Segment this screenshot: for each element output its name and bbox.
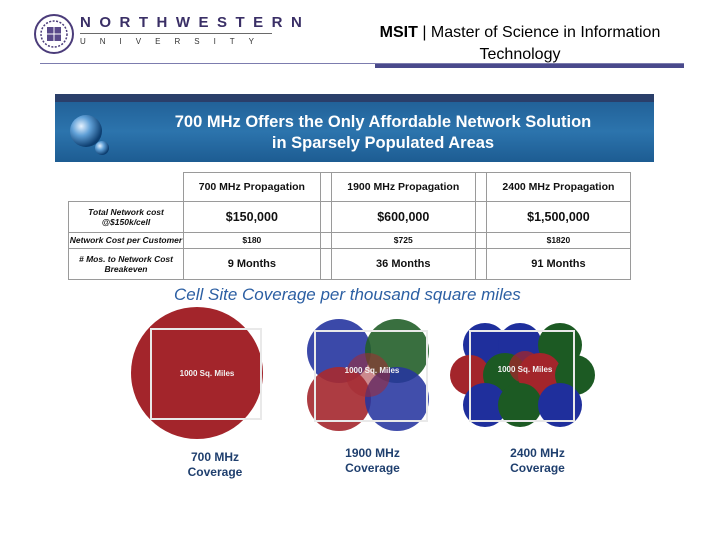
gap bbox=[474, 231, 487, 250]
coverage-diagrams: 1000 Sq. Miles 1000 Sq. Miles 1000 Sq. M… bbox=[131, 307, 595, 439]
table-cell: $180 bbox=[183, 231, 321, 250]
square-label: 1000 Sq. Miles bbox=[345, 366, 400, 375]
cost-comparison-table: 700 MHz Propagation 1900 MHz Propagation… bbox=[68, 172, 632, 280]
row-label: Total Network cost @$150k/cell bbox=[68, 201, 184, 233]
coverage-700-diagram: 1000 Sq. Miles bbox=[131, 307, 263, 439]
program-acronym: MSIT bbox=[379, 24, 418, 41]
cell-circle bbox=[498, 383, 542, 427]
coverage-word: Coverage bbox=[510, 461, 565, 475]
table-cell: 9 Months bbox=[183, 248, 321, 280]
gap bbox=[474, 172, 487, 202]
cell-circle bbox=[538, 383, 582, 427]
table-cell: $600,000 bbox=[330, 201, 476, 233]
banner-title: 700 MHz Offers the Only Affordable Netwo… bbox=[118, 112, 648, 154]
gap bbox=[474, 248, 487, 280]
cell-circle bbox=[131, 307, 263, 439]
table-cell: 36 Months bbox=[330, 248, 476, 280]
gap bbox=[319, 172, 332, 202]
university-seal-icon bbox=[34, 14, 74, 54]
table-corner bbox=[69, 173, 184, 202]
table-cell: $1820 bbox=[485, 231, 632, 250]
freq-label: 2400 MHz bbox=[510, 446, 565, 460]
logo-rule bbox=[80, 33, 272, 34]
gap bbox=[319, 231, 332, 250]
cell-circle bbox=[346, 353, 390, 397]
globe-icon bbox=[70, 115, 109, 155]
row-label: Network Cost per Customer bbox=[68, 231, 184, 250]
header-2400: 2400 MHz Propagation bbox=[485, 172, 632, 202]
header-divider bbox=[40, 63, 684, 64]
cell-circle bbox=[509, 351, 541, 383]
gap bbox=[319, 248, 332, 280]
coverage-700-label: 700 MHz Coverage bbox=[165, 450, 265, 480]
program-title: MSIT | Master of Science in Information … bbox=[355, 22, 685, 66]
coverage-word: Coverage bbox=[345, 461, 400, 475]
freq-label: 1900 MHz bbox=[345, 446, 400, 460]
coverage-1900-label: 1900 MHz Coverage bbox=[320, 446, 425, 476]
coverage-title: Cell Site Coverage per thousand square m… bbox=[174, 285, 521, 304]
title-banner bbox=[55, 94, 654, 162]
gap bbox=[319, 201, 332, 233]
row-label: # Mos. to Network Cost Breakeven bbox=[68, 248, 184, 280]
program-full-name: | Master of Science in Information Techn… bbox=[422, 24, 661, 63]
table-row: Total Network cost @$150k/cell $150,000 … bbox=[68, 201, 632, 233]
coverage-1900-diagram: 1000 Sq. Miles bbox=[307, 319, 429, 431]
table-header-row: 700 MHz Propagation 1900 MHz Propagation… bbox=[69, 172, 632, 202]
table-row: # Mos. to Network Cost Breakeven 9 Month… bbox=[68, 248, 632, 280]
table-cell: $1,500,000 bbox=[485, 201, 632, 233]
square-label: 1000 Sq. Miles bbox=[498, 365, 553, 374]
square-outline bbox=[314, 330, 428, 422]
cell-circle bbox=[463, 383, 507, 427]
university-word: UNIVERSITY bbox=[80, 37, 269, 46]
gap bbox=[474, 201, 487, 233]
coverage-2400-diagram: 1000 Sq. Miles bbox=[450, 323, 595, 427]
square-label: 1000 Sq. Miles bbox=[180, 369, 235, 378]
freq-label: 700 MHz bbox=[190, 450, 240, 464]
banner-top-stripe bbox=[55, 94, 654, 102]
table-row: Network Cost per Customer $180 $725 $182… bbox=[68, 231, 632, 250]
header-accent-bar bbox=[375, 64, 684, 68]
university-name: NORTHWESTERN bbox=[80, 14, 311, 31]
header-700: 700 MHz Propagation bbox=[183, 172, 321, 202]
coverage-2400-label: 2400 MHz Coverage bbox=[485, 446, 590, 476]
banner-title-line1: 700 MHz Offers the Only Affordable Netwo… bbox=[174, 113, 592, 131]
table-cell: $725 bbox=[330, 231, 476, 250]
square-outline bbox=[150, 328, 262, 420]
header-1900: 1900 MHz Propagation bbox=[330, 172, 476, 202]
coverage-word: Coverage bbox=[187, 465, 243, 479]
square-outline bbox=[469, 330, 575, 422]
table-cell: $150,000 bbox=[183, 201, 321, 233]
banner-title-line2: in Sparsely Populated Areas bbox=[271, 134, 495, 152]
table-cell: 91 Months bbox=[485, 248, 632, 280]
